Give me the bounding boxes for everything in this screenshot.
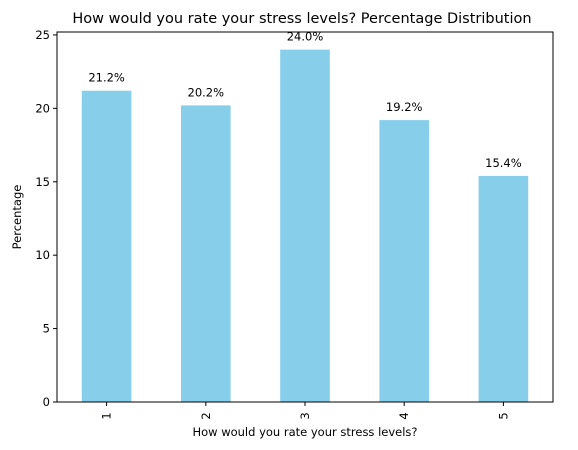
y-tick-label-25: 25 [35, 28, 50, 42]
y-tick-label-20: 20 [35, 101, 50, 115]
y-tick-label-5: 5 [43, 322, 50, 336]
y-axis-label: Percentage [10, 185, 24, 250]
x-axis-label: How would you rate your stress levels? [192, 425, 417, 439]
x-tick-label-4: 4 [397, 412, 411, 419]
data-label-3: 24.0% [287, 30, 324, 44]
y-axis: 0 5 10 15 20 25 [35, 28, 57, 409]
chart-title: How would you rate your stress levels? P… [72, 11, 531, 27]
bar-3 [280, 49, 330, 402]
y-tick-label-15: 15 [35, 175, 50, 189]
x-tick-label-1: 1 [100, 412, 114, 419]
bar-4 [379, 120, 429, 402]
x-axis: 1 2 3 4 5 [100, 402, 510, 420]
data-labels-group: 21.2% 20.2% 24.0% 19.2% 15.4% [88, 30, 521, 170]
y-tick-label-0: 0 [43, 395, 50, 409]
bar-5 [478, 175, 529, 402]
data-label-1: 21.2% [88, 71, 125, 85]
bar-1 [81, 90, 132, 402]
data-label-5: 15.4% [485, 156, 522, 170]
bars-group [81, 49, 529, 403]
x-tick-label-3: 3 [298, 412, 312, 419]
x-tick-label-5: 5 [496, 412, 510, 419]
x-tick-label-2: 2 [199, 412, 213, 419]
data-label-2: 20.2% [188, 85, 225, 99]
bar-2 [181, 105, 231, 403]
data-label-4: 19.2% [386, 100, 423, 114]
y-tick-label-10: 10 [35, 248, 50, 262]
